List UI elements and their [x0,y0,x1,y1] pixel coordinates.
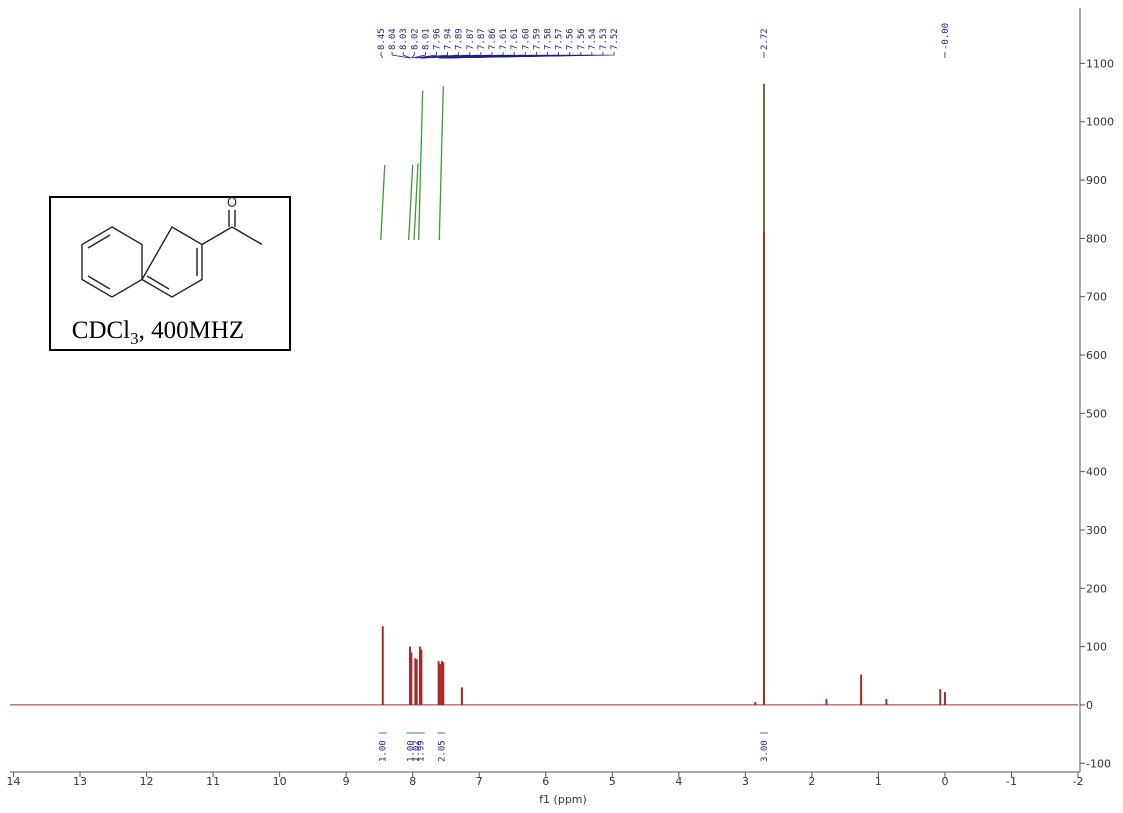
inset-sub: 3 [130,329,139,348]
x-tick-label: 0 [941,775,948,788]
peak-leader [415,52,437,59]
integral-label: 1.02 [412,740,422,762]
x-tick-label: -1 [1006,775,1017,788]
integral-curve [380,164,386,241]
peak-label: 8.02 [410,28,420,50]
peak-label: 2.72 [760,28,770,50]
integral-curve [418,90,424,241]
x-tick-label: 10 [273,775,287,788]
peak-label: 7.89 [455,28,465,50]
peak-label: 8.04 [388,28,398,50]
x-tick-label: 4 [675,775,682,788]
x-axis-label: f1 (ppm) [539,793,587,806]
peak-label: 7.96 [433,28,443,50]
peak-leader [444,52,615,59]
y-tick-label: 900 [1086,174,1107,187]
y-tick-label: 200 [1086,582,1107,595]
x-tick-label: 12 [140,775,154,788]
peak-leader [380,52,384,59]
peak-leader [402,52,411,59]
x-tick-label: 9 [343,775,350,788]
integral-curve [413,163,419,241]
x-tick-label: 7 [476,775,483,788]
y-tick-label: 400 [1086,466,1107,479]
integral-label: 1.00 [407,740,417,762]
y-tick-label: 1100 [1086,57,1114,70]
inset-box [49,196,291,351]
peak-leader [411,52,415,59]
y-tick-label: 1000 [1086,116,1114,129]
x-tick-label: 13 [73,775,87,788]
peak-label: 8.03 [399,28,409,50]
y-tick-label: 700 [1086,291,1107,304]
integral-label: 3.00 [760,740,770,762]
peak-label: 8.45 [377,28,387,50]
x-tick-label: 2 [808,775,815,788]
peak-label: 7.58 [544,28,554,50]
x-tick-label: 3 [742,775,749,788]
integral-curve [438,86,444,241]
x-tick-label: 11 [206,775,220,788]
peak-label: 7.56 [577,28,587,50]
peak-label: 7.56 [566,28,576,50]
x-tick-label: 5 [609,775,616,788]
integral-label: 2.05 [437,740,447,762]
y-tick-label: -100 [1086,757,1111,770]
x-tick-label: 8 [409,775,416,788]
integral-label: 1.00 [379,740,389,762]
peak-leader [421,52,493,59]
peak-label: 7.52 [610,28,620,50]
inset-text: CDCl [72,317,130,344]
x-tick-label: -2 [1073,775,1084,788]
y-tick-label: 300 [1086,524,1107,537]
inset-label: CDCl3, 400MHZ [72,317,244,348]
y-tick-label: 0 [1086,699,1093,712]
x-tick-label: 1 [875,775,882,788]
peak-leader [391,52,411,59]
x-tick-label: 6 [542,775,549,788]
peak-leader [411,52,426,59]
integral-label: 1.99 [417,740,427,762]
peak-label: 7.59 [532,28,542,50]
peak-leader [416,52,449,59]
peak-label: 7.87 [477,28,487,50]
peak-label: 7.54 [588,28,598,50]
y-tick-label: 800 [1086,232,1107,245]
peak-label: 7.61 [499,28,509,50]
peak-label: 7.53 [599,28,609,50]
molecule: O [81,196,263,298]
peak-label: 7.60 [521,28,531,50]
y-tick-label: 500 [1086,407,1107,420]
integral-curve [408,164,414,241]
y-tick-label: 600 [1086,349,1107,362]
peak-label: 8.01 [421,28,431,50]
x-tick-label: 14 [7,775,21,788]
peak-label: 7.94 [444,28,454,50]
peak-label: 7.57 [555,28,565,50]
y-tick-label: 100 [1086,641,1107,654]
peak-label: 7.86 [488,28,498,50]
inset-rest: , 400MHZ [139,317,245,344]
peak-label: 7.61 [510,28,520,50]
peak-label: 7.87 [466,28,476,50]
atom-label: O [227,196,237,211]
peak-label: -0.00 [941,23,951,50]
